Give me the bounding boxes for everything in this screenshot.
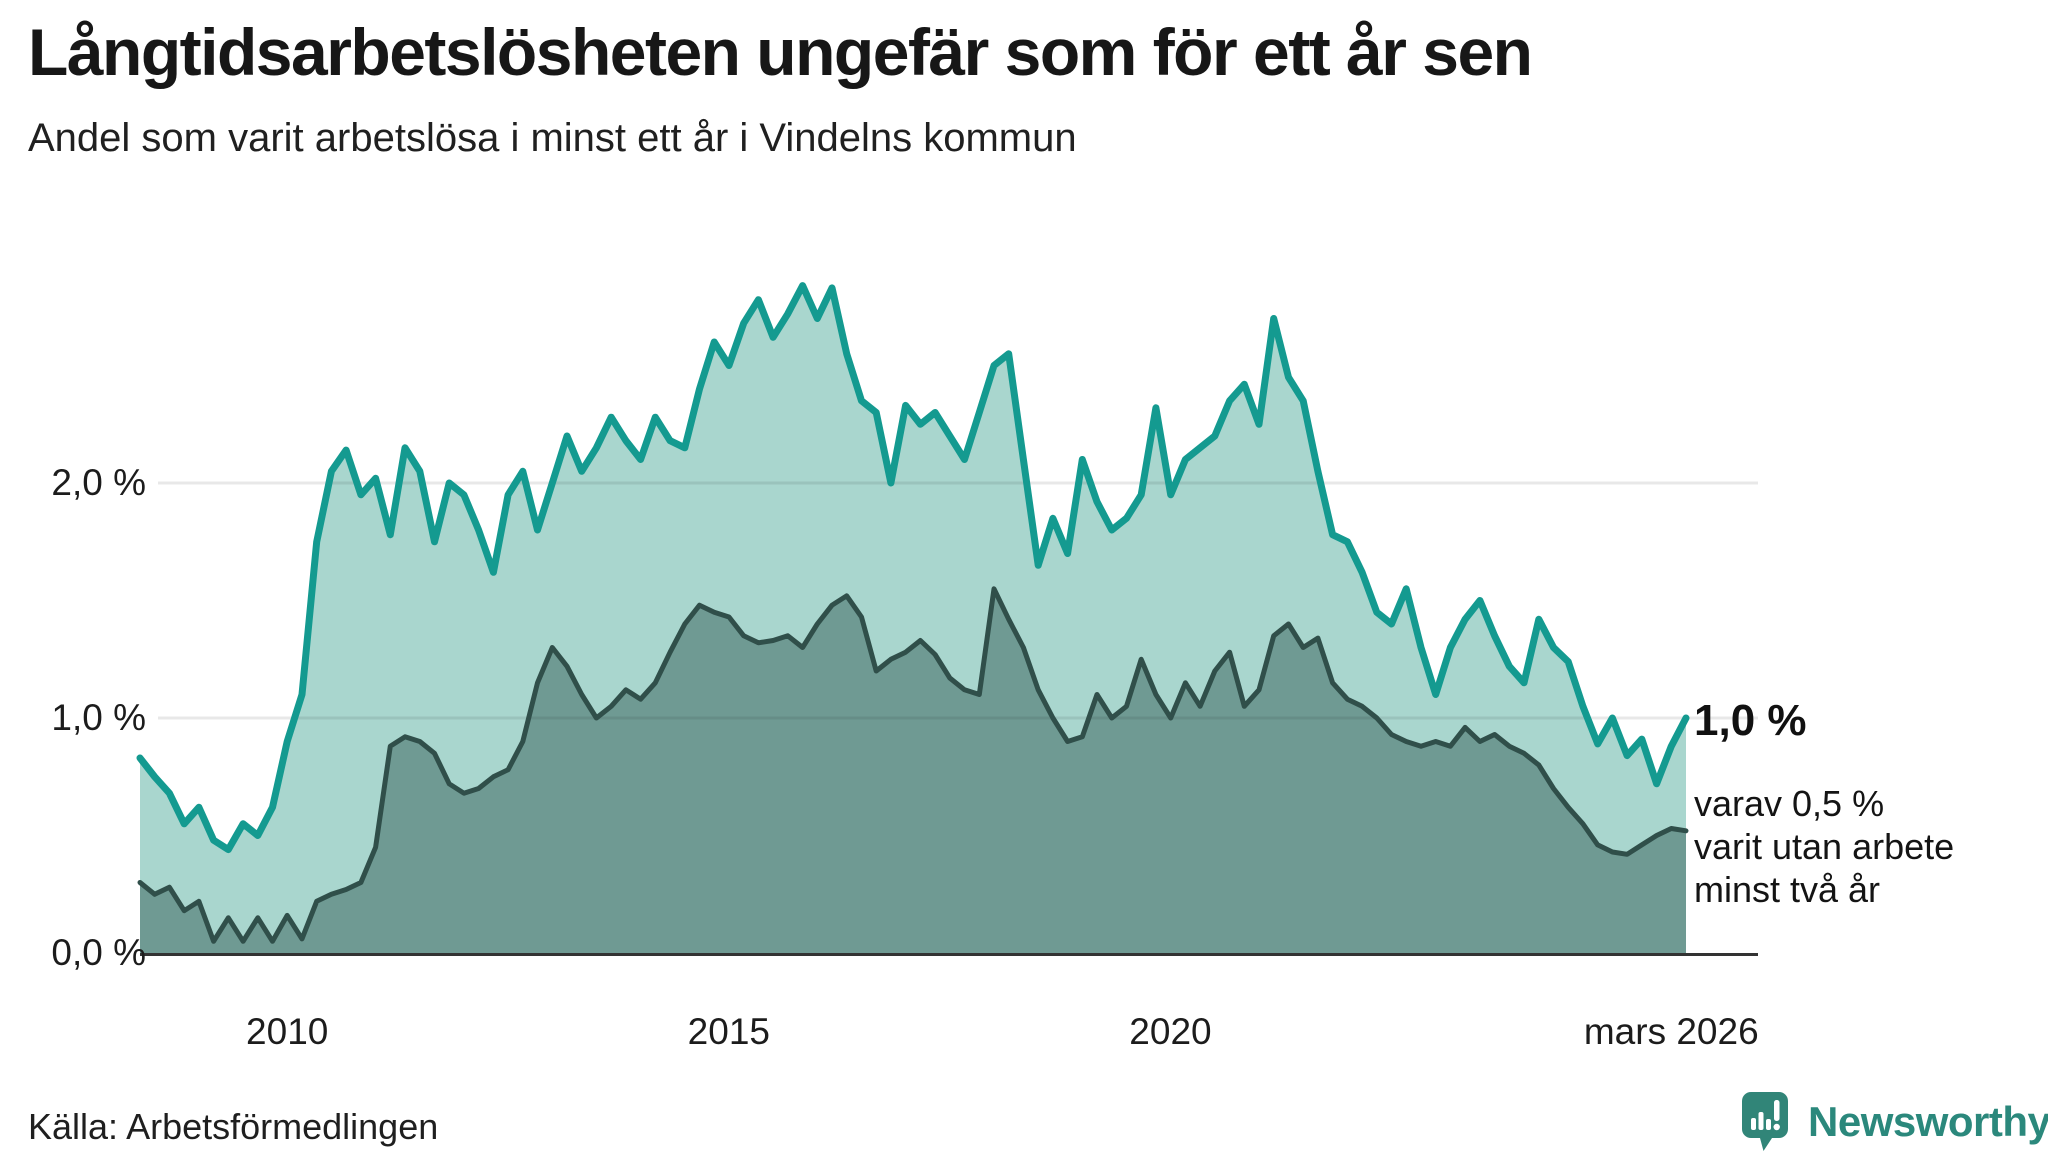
x-tick-2020: 2020 [1129,1011,1212,1052]
speech-bubble-shape [1742,1092,1788,1151]
bar-1 [1751,1118,1756,1130]
series-min-one-year-line [136,282,1690,854]
x-tick-2010: 2010 [246,1011,329,1052]
exclamation-bar [1774,1100,1780,1121]
y-tick-2: 2,0 % [51,462,146,503]
series-min-two-years-line [137,586,1689,944]
bar-2 [1758,1112,1764,1130]
y-tick-0: 0,0 % [51,932,146,973]
y-tick-1: 1,0 % [51,697,146,738]
end-note-line-2: varit utan arbete [1694,826,1955,867]
x-tick-mars-2026: mars 2026 [1583,1011,1759,1052]
end-value-note: varav 0,5 % varit utan arbete minst två … [1694,782,1954,911]
x-tick-2015: 2015 [687,1011,770,1052]
brand-logo: Newsworthy [1742,1092,2048,1154]
newsworthy-icon [1742,1092,1788,1151]
page-title: Långtidsarbetslösheten ungefär som för e… [28,15,1533,89]
exclamation-dot [1773,1123,1780,1131]
end-note-line-3: minst två år [1694,869,1881,910]
brand-name: Newsworthy [1808,1098,2048,1145]
source-credit: Källa: Arbetsförmedlingen [28,1106,439,1147]
series-min-two-years-area [140,588,1686,953]
chart-subtitle: Andel som varit arbetslösa i minst ett å… [28,116,1077,160]
end-note-line-1: varav 0,5 % [1694,783,1885,824]
bar-3 [1766,1119,1771,1130]
end-value-label: 1,0 % [1694,696,1807,745]
